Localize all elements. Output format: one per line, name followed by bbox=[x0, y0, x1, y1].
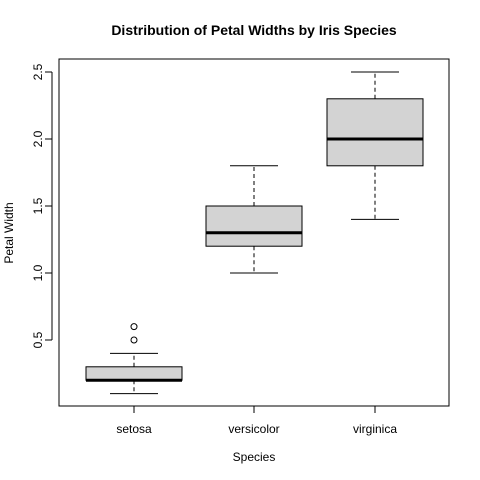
box-virginica bbox=[326, 71, 424, 220]
outlier-point bbox=[130, 336, 138, 344]
box-versicolor bbox=[205, 165, 303, 274]
outlier-point bbox=[130, 323, 138, 331]
iqr-box bbox=[326, 98, 424, 167]
y-tick-label: 2.5 bbox=[31, 63, 45, 80]
x-axis-label: Species bbox=[233, 450, 276, 464]
chart-title: Distribution of Petal Widths by Iris Spe… bbox=[111, 22, 397, 38]
y-tick-label: 1.5 bbox=[31, 197, 45, 214]
x-tick-label: setosa bbox=[116, 422, 152, 436]
y-tick-label: 0.5 bbox=[31, 331, 45, 348]
boxes-layer bbox=[85, 71, 424, 395]
y-axis-label: Petal Width bbox=[2, 202, 16, 263]
x-tick-label: versicolor bbox=[228, 422, 279, 436]
x-tick-label: virginica bbox=[353, 422, 397, 436]
y-tick-label: 2.0 bbox=[31, 130, 45, 147]
iqr-box bbox=[205, 205, 303, 247]
iqr-box bbox=[85, 366, 183, 381]
y-tick-label: 1.0 bbox=[31, 264, 45, 281]
y-axis: 0.5 1.0 1.5 2.0 2.5 bbox=[31, 63, 53, 348]
box-setosa bbox=[85, 323, 183, 395]
x-axis: setosa versicolor virginica bbox=[116, 405, 397, 436]
